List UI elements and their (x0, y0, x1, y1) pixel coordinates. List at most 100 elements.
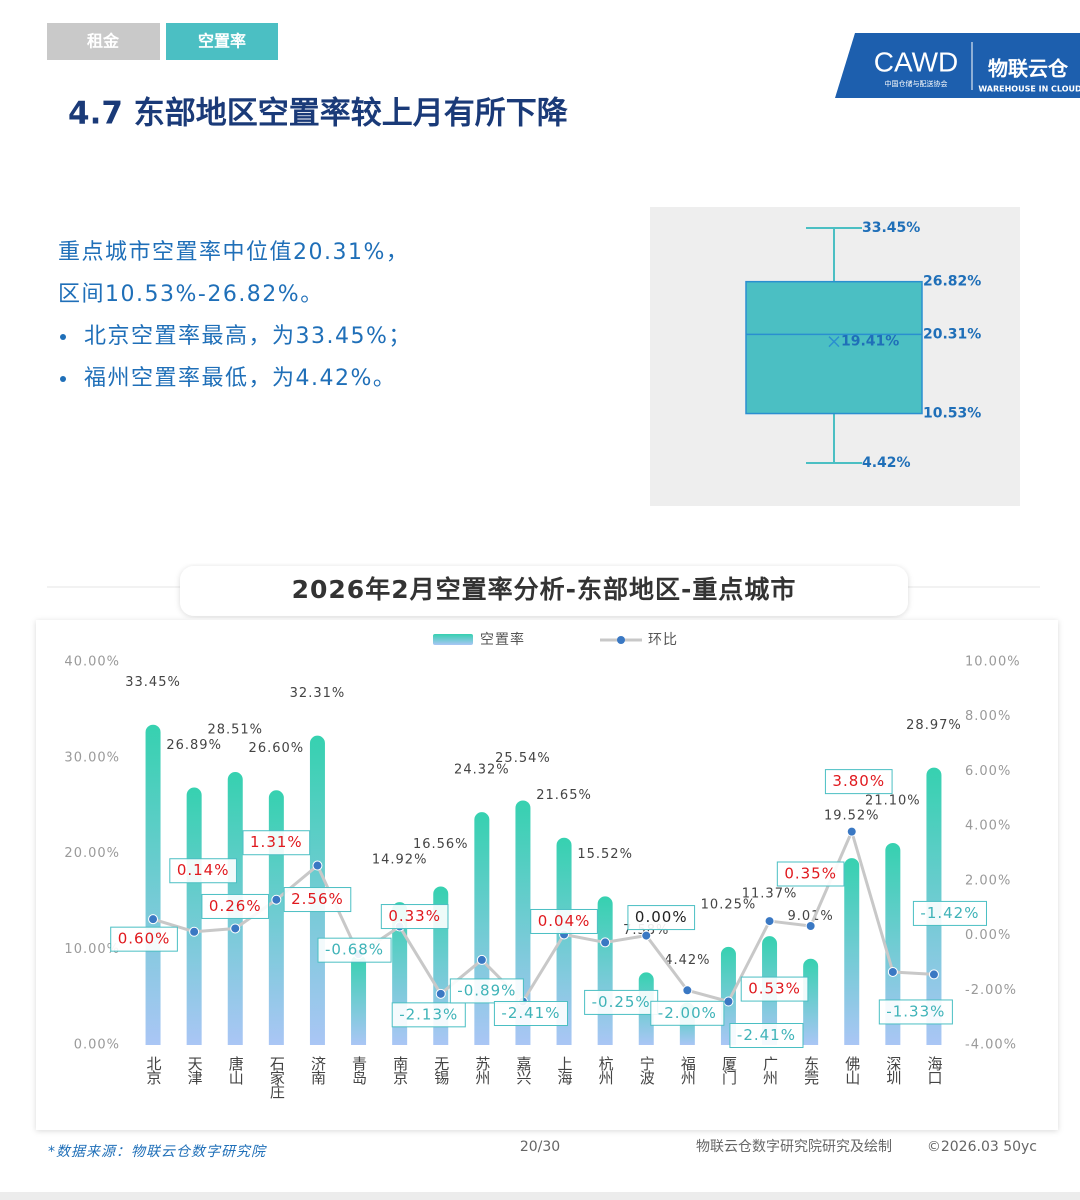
y-tick-label: 30.00% (64, 750, 120, 765)
y2-tick-label: 0.00% (965, 928, 1011, 943)
line-value-label: 0.60% (118, 930, 171, 948)
line-label-box (729, 1023, 804, 1049)
line-value-label: 2.56% (291, 890, 344, 908)
line-label-box (201, 893, 270, 919)
line-label-box (380, 904, 449, 930)
bullet (60, 376, 66, 382)
bar (720, 946, 736, 1045)
box-label: 26.82% (923, 274, 981, 290)
box-label: 33.45% (862, 220, 920, 236)
line-value-label: 0.53% (748, 980, 801, 998)
bar-value-label: 32.31% (290, 686, 346, 701)
line-label-box (317, 937, 392, 963)
x-tick-label: 宁波 (638, 1056, 656, 1085)
line-label-box (391, 1002, 466, 1028)
x-tick-label: 厦门 (720, 1056, 738, 1086)
mean-marker (828, 336, 840, 348)
line-value-label: 0.35% (784, 864, 837, 882)
line-marker (764, 916, 775, 927)
line-value-label: 0.04% (538, 912, 591, 930)
line-value-label: -1.42% (920, 904, 979, 922)
line-marker (148, 914, 159, 925)
line-marker (682, 985, 693, 996)
box-label: 19.41% (841, 334, 899, 350)
y2-tick-label: -2.00% (965, 983, 1017, 998)
line-value-label: -2.00% (658, 1004, 717, 1022)
bar-value-label: 16.56% (413, 837, 469, 852)
line-marker (271, 894, 282, 905)
footer-source: *数据来源：物联云仓数字研究院 (48, 1144, 267, 1160)
line-label-box (740, 976, 809, 1002)
line-marker (312, 860, 323, 871)
bar (145, 724, 161, 1045)
summary-bullet: 北京空置率最高，为33.45%； (84, 324, 412, 349)
x-tick-label: 石家庄 (268, 1056, 286, 1099)
line-value-label: 3.80% (832, 772, 885, 790)
line-marker (805, 920, 816, 931)
x-tick-label: 济南 (309, 1056, 327, 1085)
logo-brand-en: WAREHOUSE IN CLOUD (978, 85, 1080, 94)
bar-value-label: 14.92% (372, 853, 428, 868)
footer-copyright: ©2026.03 50yc (927, 1139, 1037, 1155)
line-label-box (627, 905, 696, 931)
line-label-box (776, 861, 845, 887)
tab-label[interactable]: 空置率 (198, 32, 246, 51)
x-tick-label: 无锡 (432, 1056, 450, 1085)
bar-value-label: 10.25% (701, 897, 757, 912)
footer-page: 20/30 (520, 1139, 560, 1155)
tab-active[interactable] (166, 23, 278, 60)
line-value-label: -0.68% (325, 941, 384, 959)
line-label-box (169, 858, 237, 884)
line-label-box (449, 978, 524, 1004)
line-marker (928, 969, 939, 980)
summary-line: 区间10.53%-26.82%。 (58, 282, 324, 307)
y2-tick-label: -4.00% (965, 1038, 1017, 1053)
x-tick-label: 嘉兴 (514, 1056, 532, 1085)
y-tick-label: 10.00% (64, 942, 120, 957)
bar-value-label: 24.32% (454, 763, 510, 778)
logo-brand: 物联云仓 (988, 57, 1069, 81)
line-value-label: -0.89% (457, 981, 516, 999)
line-value-label: -0.25% (592, 993, 651, 1011)
x-tick-label: 杭州 (597, 1056, 615, 1085)
line-marker (846, 826, 857, 837)
line-value-label: 0.14% (177, 861, 230, 879)
logo-cawd: CAWD (874, 46, 959, 77)
line-label-box (912, 900, 987, 926)
bar (556, 837, 572, 1045)
logo-bg (835, 33, 1080, 98)
y-tick-label: 40.00% (64, 655, 120, 670)
summary-line: 重点城市空置率中位值20.31%， (58, 240, 409, 265)
x-tick-label: 上海 (556, 1056, 574, 1085)
chart: 0.00% 10.00% 20.00% 30.00% 40.00% -4.00% -2.00… (64, 631, 1019, 1099)
line (152, 830, 935, 1003)
x-tick-label: 广州 (761, 1056, 779, 1085)
chart-title-pill (180, 566, 908, 616)
line-value-label: -2.41% (501, 1004, 560, 1022)
bar-value-label: 26.89% (166, 738, 222, 753)
legend-label: 空置率 (480, 631, 525, 648)
y2-tick-label: 6.00% (965, 764, 1011, 779)
bar (597, 896, 613, 1045)
x-tick-label: 苏州 (473, 1056, 491, 1085)
line-label-box (493, 1001, 568, 1027)
x-tick-label: 南京 (391, 1056, 409, 1086)
x-tick-label: 唐山 (227, 1056, 245, 1085)
line-value-label: 1.31% (250, 833, 303, 851)
footer-credit: 物联云仓数字研究院研究及绘制 (696, 1139, 892, 1155)
bottom-band (0, 1192, 1080, 1200)
x-tick-label: 东莞 (802, 1056, 820, 1086)
line-value-label: -2.13% (399, 1005, 458, 1023)
line-label-box (878, 999, 953, 1025)
line-label-box (650, 1000, 725, 1026)
tab-label[interactable]: 租金 (87, 32, 120, 51)
legend-label: 环比 (648, 632, 678, 648)
line-label-box (283, 887, 352, 913)
line-value-label: -1.33% (886, 1002, 945, 1020)
summary-bullet: 福州空置率最低，为4.42%。 (84, 366, 396, 391)
line-marker (230, 923, 241, 934)
tab[interactable] (47, 23, 160, 60)
legend-swatch (433, 634, 473, 645)
line-label-box (110, 926, 178, 952)
